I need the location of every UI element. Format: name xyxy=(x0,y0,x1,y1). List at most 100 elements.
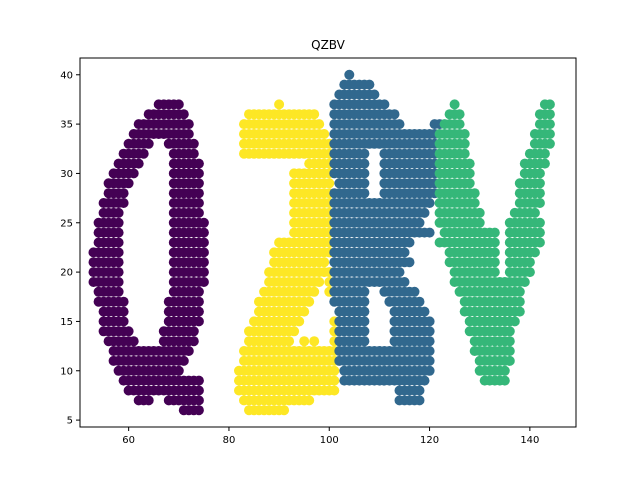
data-point xyxy=(279,405,290,416)
data-point xyxy=(534,227,545,238)
data-point xyxy=(544,138,555,149)
data-point xyxy=(364,79,375,90)
y-tick-label: 40 xyxy=(60,70,73,81)
data-point xyxy=(198,227,209,238)
data-point xyxy=(188,336,199,347)
data-point xyxy=(193,198,204,208)
data-point xyxy=(193,296,204,307)
data-point xyxy=(299,336,310,347)
data-point xyxy=(193,375,204,386)
data-point xyxy=(489,257,500,268)
data-point xyxy=(198,217,209,228)
data-point xyxy=(394,119,405,130)
data-point xyxy=(489,247,500,258)
data-point xyxy=(193,168,204,179)
data-point xyxy=(469,198,480,208)
data-point xyxy=(193,158,204,169)
data-point xyxy=(118,198,129,208)
data-point xyxy=(474,217,485,228)
data-point xyxy=(284,336,295,347)
data-point xyxy=(424,365,435,376)
data-point xyxy=(489,227,500,238)
data-point xyxy=(188,138,199,149)
data-point xyxy=(424,336,435,347)
y-tick-label: 5 xyxy=(67,416,73,427)
data-point xyxy=(309,336,320,347)
data-point xyxy=(359,326,370,337)
data-point xyxy=(359,158,370,169)
data-point xyxy=(304,296,315,307)
data-point xyxy=(424,316,435,327)
data-point xyxy=(193,178,204,189)
data-point xyxy=(304,395,315,406)
data-point xyxy=(319,129,330,139)
data-point xyxy=(454,109,465,120)
series-2 xyxy=(329,69,445,406)
data-point xyxy=(389,109,400,120)
data-point xyxy=(359,168,370,179)
data-point xyxy=(469,188,480,199)
data-point xyxy=(198,257,209,268)
data-point xyxy=(424,326,435,337)
data-point xyxy=(504,326,515,337)
series-0 xyxy=(88,99,209,416)
data-point xyxy=(128,168,139,179)
data-point xyxy=(529,207,540,218)
data-point xyxy=(188,326,199,337)
data-point xyxy=(459,148,470,159)
data-point xyxy=(193,385,204,396)
data-point xyxy=(113,286,124,297)
data-point xyxy=(329,385,340,396)
data-point xyxy=(464,158,475,169)
data-point xyxy=(118,296,129,307)
data-point xyxy=(193,188,204,199)
data-point xyxy=(539,148,550,159)
data-point xyxy=(504,336,515,347)
data-point xyxy=(454,119,465,130)
data-point xyxy=(198,277,209,287)
data-point xyxy=(464,168,475,179)
data-point xyxy=(449,99,460,110)
data-point xyxy=(123,178,134,189)
data-point xyxy=(113,247,124,258)
data-point xyxy=(419,306,430,317)
data-point xyxy=(534,178,545,189)
data-point xyxy=(198,237,209,248)
data-point xyxy=(138,148,149,159)
data-point xyxy=(274,99,285,110)
data-point xyxy=(379,99,390,110)
data-point xyxy=(404,257,415,268)
data-point xyxy=(514,286,525,297)
y-tick-label: 35 xyxy=(60,120,73,131)
y-axis: 5 10 15 20 25 30 35 40 xyxy=(60,70,80,427)
data-point xyxy=(113,217,124,228)
data-point xyxy=(344,69,355,80)
data-point xyxy=(128,336,139,347)
data-point xyxy=(118,316,129,327)
x-tick-label: 120 xyxy=(420,435,439,446)
data-point xyxy=(314,277,325,287)
data-point xyxy=(289,326,300,337)
data-point xyxy=(193,286,204,297)
data-point xyxy=(193,316,204,327)
data-point xyxy=(359,336,370,347)
data-point xyxy=(113,257,124,268)
data-point xyxy=(113,267,124,278)
data-point xyxy=(193,405,204,416)
x-tick-label: 60 xyxy=(122,435,135,446)
data-point xyxy=(424,355,435,366)
data-point xyxy=(509,316,520,327)
data-point xyxy=(294,316,305,327)
data-point xyxy=(183,129,194,139)
data-point xyxy=(359,316,370,327)
data-point xyxy=(178,109,189,120)
data-point xyxy=(118,306,129,317)
data-point xyxy=(409,286,420,297)
x-axis: 60 80 100 120 140 xyxy=(122,427,539,446)
data-point xyxy=(198,247,209,258)
series-1 xyxy=(234,99,340,416)
data-point xyxy=(193,306,204,317)
data-point xyxy=(534,237,545,248)
points-layer xyxy=(88,69,555,416)
data-point xyxy=(113,237,124,248)
